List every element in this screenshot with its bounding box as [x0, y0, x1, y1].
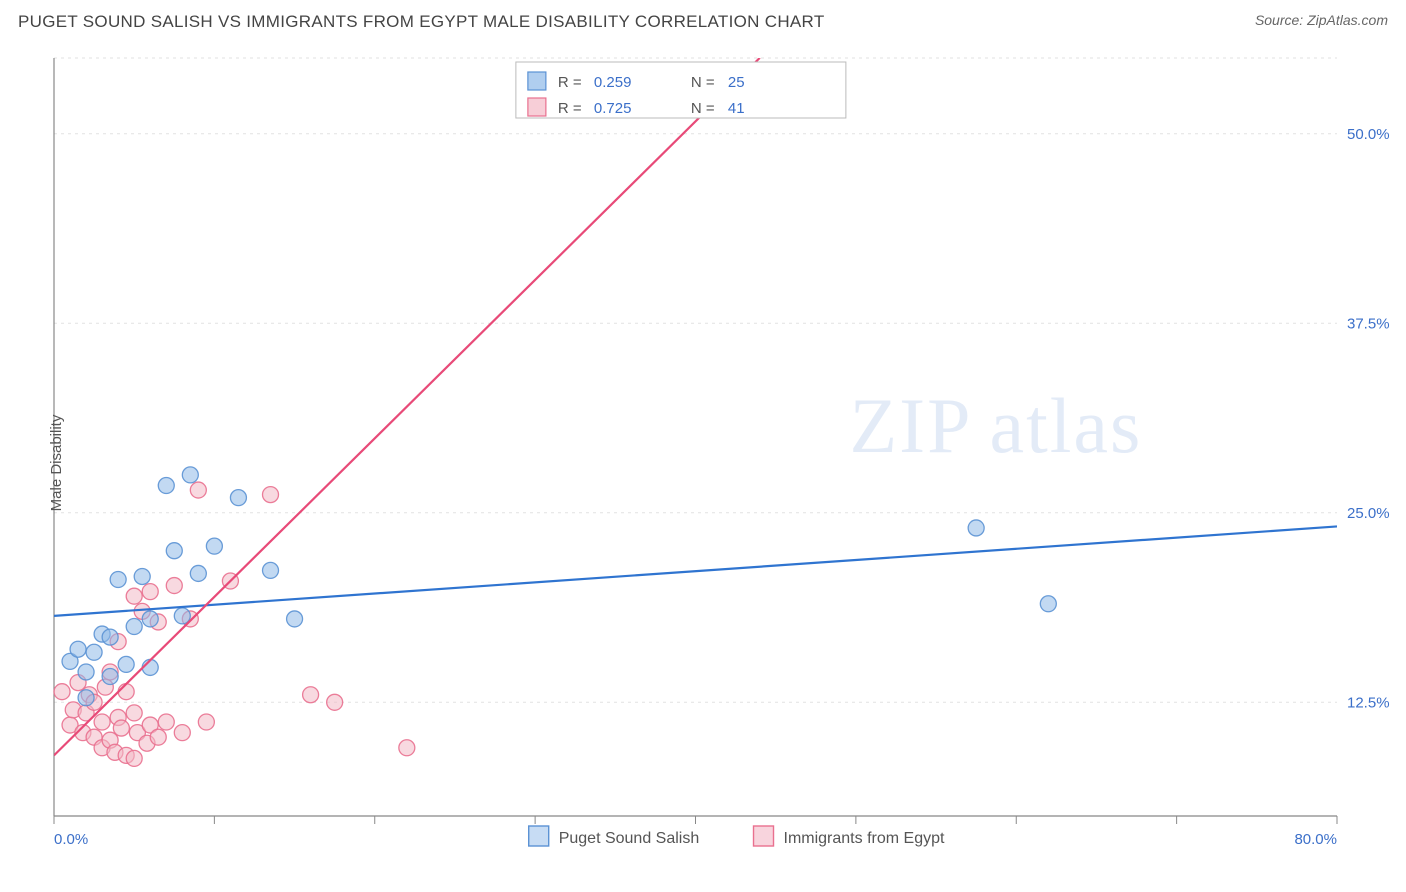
- y-tick-label: 50.0%: [1347, 126, 1390, 143]
- source-attribution: Source: ZipAtlas.com: [1255, 12, 1388, 28]
- legend-label: Immigrants from Egypt: [784, 830, 945, 847]
- legend-label: Puget Sound Salish: [559, 830, 700, 847]
- x-start-label: 0.0%: [54, 831, 88, 848]
- stats-legend: R = 0.259 N = 25 R = 0.725 N = 41: [516, 62, 846, 118]
- x-end-label: 80.0%: [1294, 831, 1337, 848]
- svg-text:N =: N =: [691, 100, 715, 117]
- correlation-chart: 12.5% 25.0% 37.5% 50.0% 0.0% 80.0% ZIPatlas R =…: [14, 48, 1392, 878]
- svg-text:0.259: 0.259: [594, 74, 632, 91]
- svg-text:41: 41: [728, 100, 745, 117]
- y-tick-label: 37.5%: [1347, 315, 1390, 332]
- watermark-atlas: atlas: [989, 382, 1142, 469]
- series-legend: Puget Sound Salish Immigrants from Egypt: [529, 826, 945, 847]
- svg-text:R =: R =: [558, 100, 582, 117]
- y-tick-label: 12.5%: [1347, 694, 1390, 711]
- svg-text:N =: N =: [691, 74, 715, 91]
- chart-title: PUGET SOUND SALISH VS IMMIGRANTS FROM EG…: [18, 12, 825, 31]
- svg-text:0.725: 0.725: [594, 100, 632, 117]
- svg-text:25: 25: [728, 74, 745, 91]
- y-axis-label: Male Disability: [48, 415, 65, 512]
- watermark-zip: ZIP: [849, 382, 972, 469]
- svg-text:R =: R =: [558, 74, 582, 91]
- y-tick-label: 25.0%: [1347, 505, 1390, 522]
- chart-container: Male Disability 12.5% 25.0% 37.5% 50.0% 0.0%…: [14, 48, 1392, 878]
